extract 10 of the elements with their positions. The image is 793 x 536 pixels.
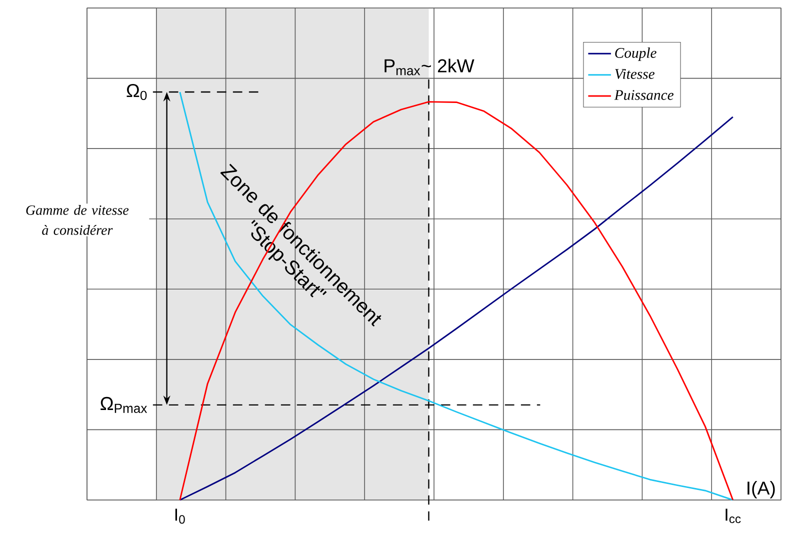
legend-label: Vitesse <box>615 69 654 79</box>
ref-line-label: Ω$_{0}$ <box>126 84 147 100</box>
text: P$_{max}$~ 2kW <box>384 58 474 76</box>
x-tick-label: I$_{cc}$ <box>726 508 741 524</box>
x-axis-title: I(A) <box>748 481 775 498</box>
text: Gamme de vitesse à considérer <box>26 205 129 235</box>
legend-label: Puissance <box>614 90 674 100</box>
ref-line-label: Ω$_{Pmax}$ <box>100 396 148 413</box>
x-tick-label: I$_{0}$ <box>175 508 185 524</box>
legend-label: Couple <box>615 48 656 61</box>
